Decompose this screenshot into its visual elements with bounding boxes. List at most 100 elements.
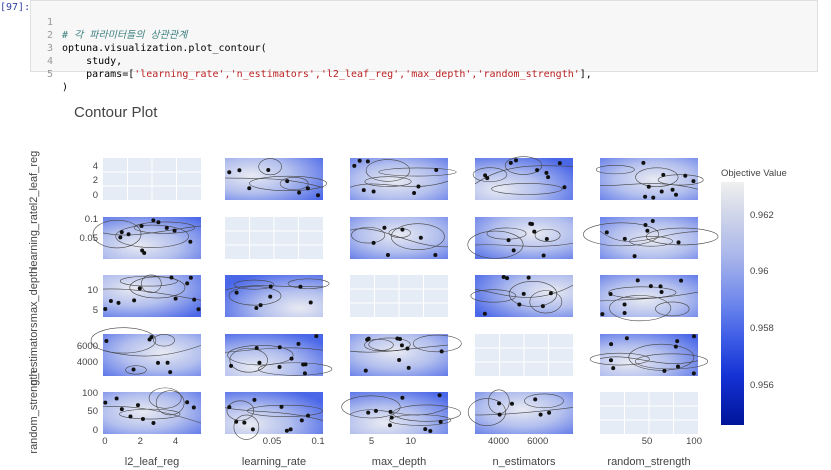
trial-point	[521, 291, 526, 296]
trial-point	[675, 339, 680, 344]
contour-line	[119, 408, 181, 420]
trial-point	[562, 185, 567, 190]
contour-line	[467, 230, 524, 259]
y-tick-label: 0.05	[79, 232, 99, 244]
trial-point	[609, 358, 614, 363]
trial-point	[388, 409, 393, 414]
trial-point	[288, 427, 293, 432]
y-tick-label: 0	[92, 424, 98, 436]
code-line-5: 5 )	[31, 55, 817, 93]
trial-point	[104, 338, 109, 343]
x-tick-label: 6000	[527, 436, 549, 447]
contour-fill	[350, 217, 448, 259]
trial-point	[298, 284, 303, 289]
contour-fill	[103, 275, 201, 317]
trial-point	[540, 304, 545, 309]
contour-line	[148, 387, 182, 409]
contour-fill	[475, 158, 573, 200]
y-tick-label: 100	[82, 388, 98, 400]
trial-point	[149, 335, 154, 340]
trial-point	[227, 170, 232, 175]
trial-point	[192, 297, 197, 302]
code-text: study,	[62, 56, 123, 67]
trial-point	[365, 159, 370, 164]
trial-point	[406, 365, 411, 370]
trial-point	[361, 188, 366, 193]
trial-point	[533, 397, 538, 402]
contour-line	[657, 174, 704, 186]
subplot-3-1	[224, 334, 333, 376]
trial-point	[400, 395, 405, 400]
colorbar-tick: 0.962	[750, 210, 774, 221]
contour-line	[155, 390, 185, 416]
x-tick-label: 4000	[487, 436, 510, 447]
col-axis-label: l2_leaf_reg	[124, 456, 180, 468]
trial-point	[268, 284, 273, 289]
trial-point	[670, 187, 675, 192]
trial-point	[252, 397, 257, 402]
trial-point	[385, 252, 390, 257]
trial-point	[296, 341, 301, 346]
contour-line	[412, 334, 462, 353]
trial-point	[675, 364, 680, 369]
contour-line	[635, 167, 679, 187]
trial-point	[434, 168, 439, 173]
colorbar-title: Objective Value	[721, 168, 787, 179]
trial-point	[661, 172, 666, 177]
col-axis-label: n_estimators	[492, 456, 556, 468]
y-tick-label: 5	[92, 304, 98, 316]
contour-line	[258, 362, 333, 376]
trial-point	[185, 281, 190, 286]
contour-line	[247, 404, 323, 417]
contour-fill	[475, 392, 573, 434]
contour-line	[392, 404, 462, 422]
trial-point	[691, 179, 696, 184]
trial-point	[168, 370, 173, 375]
trial-point	[165, 360, 170, 365]
x-tick-label: 50	[641, 436, 653, 447]
line-number: 3	[46, 43, 53, 54]
y-tick-label: 4000	[76, 357, 98, 369]
code-cell[interactable]: 1 # 각 파라미터들의 상관관계 2 optuna.visualization…	[30, 0, 818, 93]
subplot-0-2	[349, 158, 457, 200]
x-tick-label: 5	[368, 436, 375, 447]
trial-point	[128, 414, 133, 419]
contour-line	[655, 301, 690, 317]
x-tick-label: 0.1	[311, 436, 325, 447]
contour-line	[628, 343, 695, 371]
contour-line	[645, 227, 719, 246]
x-tick-label: 0.05	[262, 436, 282, 447]
trial-point	[395, 336, 400, 341]
trial-point	[188, 239, 193, 244]
trial-point	[142, 250, 147, 255]
contour-fill	[475, 275, 573, 317]
trial-point	[544, 170, 549, 175]
trial-point	[483, 173, 488, 178]
trial-point	[151, 218, 156, 223]
code-comment: # 각 파라미터들의 상관관계	[62, 30, 188, 41]
contour-fill	[600, 217, 698, 259]
trial-point	[302, 371, 307, 376]
trial-point	[485, 176, 490, 181]
trial-point	[526, 275, 531, 280]
trial-point	[366, 410, 371, 415]
trial-point	[547, 410, 552, 415]
trial-point	[497, 401, 502, 406]
trial-point	[119, 407, 124, 412]
trial-point	[191, 405, 196, 410]
trial-point	[156, 220, 161, 225]
trial-point	[172, 228, 177, 233]
trial-point	[303, 362, 308, 367]
y-tick-label: 4	[92, 161, 98, 173]
contour-line	[474, 407, 574, 416]
subplot-2-2	[350, 275, 448, 317]
trial-point	[173, 296, 178, 301]
contour-line	[378, 167, 457, 177]
x-tick-label: 4	[172, 436, 179, 447]
code-text: )	[62, 82, 69, 93]
contour-line	[486, 227, 527, 240]
col-axis-label: random_strength	[607, 456, 691, 468]
contour-line	[153, 334, 175, 347]
trial-point	[234, 419, 239, 424]
